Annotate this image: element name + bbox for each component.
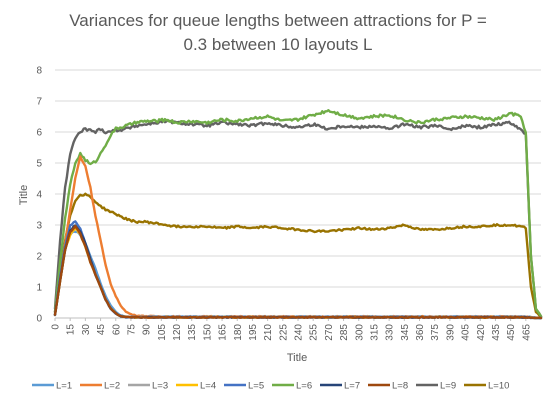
x-tick-label-315: 315: [369, 324, 380, 341]
x-tick-label-75: 75: [126, 324, 137, 336]
x-tick-label-465: 465: [521, 324, 532, 341]
x-tick-label-150: 150: [202, 324, 213, 341]
x-tick-label-345: 345: [400, 324, 411, 341]
series-lines: [53, 108, 543, 320]
legend-label-l-4: L=4: [200, 381, 216, 392]
x-tick-label-330: 330: [385, 324, 396, 341]
series-line-l-4: [53, 227, 543, 320]
legend-label-l-9: L=9: [440, 381, 456, 392]
x-tick-label-165: 165: [218, 324, 229, 341]
y-axis-tick-labels: 0 1 2 3 4 5 6 7 8: [36, 66, 42, 325]
x-tick-label-210: 210: [263, 324, 274, 341]
x-tick-label-135: 135: [187, 324, 198, 341]
y-axis-title: Title: [18, 185, 30, 205]
y-tick-label-0: 0: [36, 314, 42, 325]
series-line-l-6: [53, 108, 543, 318]
x-tick-label-0: 0: [51, 324, 62, 330]
x-tick-label-90: 90: [142, 324, 153, 336]
x-axis-title: Title: [287, 352, 307, 364]
series-line-l-10: [53, 192, 543, 319]
x-tick-label-270: 270: [324, 324, 335, 341]
x-tick-label-120: 120: [172, 324, 183, 341]
x-tick-label-450: 450: [506, 324, 517, 341]
y-tick-label-1: 1: [36, 283, 42, 294]
series-line-l-7: [53, 224, 543, 320]
x-tick-label-300: 300: [354, 324, 365, 341]
y-tick-label-6: 6: [36, 128, 42, 139]
y-tick-label-5: 5: [36, 159, 42, 170]
y-tick-label-7: 7: [36, 97, 42, 108]
legend-label-l-3: L=3: [152, 381, 168, 392]
y-tick-label-3: 3: [36, 221, 42, 232]
x-tick-label-390: 390: [445, 324, 456, 341]
legend-label-l-2: L=2: [104, 381, 120, 392]
x-tick-label-105: 105: [157, 324, 168, 341]
x-tick-label-420: 420: [476, 324, 487, 341]
legend-label-l-8: L=8: [392, 381, 408, 392]
legend: L=1 L=2 L=3 L=4 L=5 L=6 L=7 L=8 L=9 L=10: [32, 381, 509, 392]
x-tick-label-195: 195: [248, 324, 259, 341]
legend-label-l-6: L=6: [296, 381, 312, 392]
x-tick-label-435: 435: [491, 324, 502, 341]
y-tick-label-4: 4: [36, 190, 42, 201]
x-tick-label-225: 225: [278, 324, 289, 341]
x-tick-label-360: 360: [415, 324, 426, 341]
chart-title-line-2: 0.3 between 10 layouts L: [183, 35, 372, 54]
gridlines: [55, 69, 541, 319]
x-tick-label-255: 255: [309, 324, 320, 341]
legend-label-l-1: L=1: [56, 381, 72, 392]
x-tick-label-375: 375: [430, 324, 441, 341]
series-line-l-2: [53, 155, 543, 320]
y-tick-label-2: 2: [36, 252, 42, 263]
x-tick-label-15: 15: [66, 324, 77, 336]
x-tick-label-405: 405: [461, 324, 472, 341]
x-tick-label-180: 180: [233, 324, 244, 341]
series-line-l-5: [53, 220, 543, 320]
x-tick-label-45: 45: [96, 324, 107, 336]
legend-label-l-5: L=5: [248, 381, 264, 392]
series-line-l-8: [53, 224, 543, 320]
series-line-l-1: [53, 230, 543, 320]
x-axis-tick-labels: 0 15 30 45 60 75 90 105 120 135 150 165 180 195 210 225…: [51, 318, 532, 341]
chart-title: Variances for queue lengths between attr…: [69, 11, 487, 54]
x-tick-label-285: 285: [339, 324, 350, 341]
x-tick-label-60: 60: [111, 324, 122, 336]
legend-label-l-10: L=10: [488, 381, 509, 392]
x-tick-label-240: 240: [294, 324, 305, 341]
legend-label-l-7: L=7: [344, 381, 360, 392]
chart-title-line-1: Variances for queue lengths between attr…: [69, 11, 487, 30]
series-line-l-9: [53, 118, 543, 318]
x-tick-label-30: 30: [81, 324, 92, 336]
series-line-l-3: [53, 223, 543, 320]
y-tick-label-8: 8: [36, 66, 42, 77]
